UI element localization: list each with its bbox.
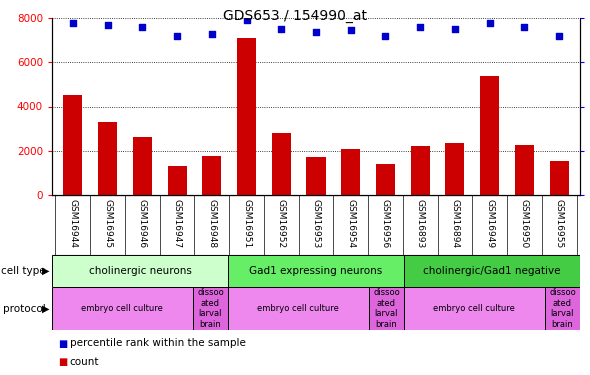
Text: embryo cell culture: embryo cell culture bbox=[81, 304, 163, 313]
Text: GSM16894: GSM16894 bbox=[450, 199, 460, 248]
Bar bbox=[480, 75, 499, 195]
Point bbox=[207, 31, 217, 37]
Bar bbox=[133, 138, 152, 195]
Point bbox=[242, 17, 251, 23]
Bar bbox=[515, 145, 534, 195]
Bar bbox=[545, 287, 580, 330]
Point bbox=[103, 22, 112, 28]
Bar bbox=[272, 133, 291, 195]
Text: GDS653 / 154990_at: GDS653 / 154990_at bbox=[223, 9, 367, 23]
Bar bbox=[63, 96, 83, 195]
Text: protocol: protocol bbox=[3, 303, 49, 313]
Bar bbox=[52, 255, 228, 287]
Text: GSM16947: GSM16947 bbox=[172, 199, 182, 248]
Text: embryo cell culture: embryo cell culture bbox=[434, 304, 515, 313]
Bar bbox=[98, 122, 117, 195]
Text: cell type: cell type bbox=[1, 266, 49, 276]
Text: ■: ■ bbox=[58, 339, 67, 348]
Text: Gad1 expressing neurons: Gad1 expressing neurons bbox=[250, 266, 383, 276]
Text: GSM16952: GSM16952 bbox=[277, 199, 286, 248]
Point bbox=[277, 26, 286, 32]
Text: cholinergic neurons: cholinergic neurons bbox=[88, 266, 191, 276]
Text: GSM16946: GSM16946 bbox=[138, 199, 147, 248]
Text: GSM16951: GSM16951 bbox=[242, 199, 251, 249]
Text: GSM16948: GSM16948 bbox=[207, 199, 217, 248]
Point bbox=[68, 20, 77, 26]
Bar bbox=[411, 146, 430, 195]
Bar bbox=[52, 287, 193, 330]
Text: GSM16955: GSM16955 bbox=[555, 199, 563, 249]
Point bbox=[450, 26, 460, 32]
Text: GSM16950: GSM16950 bbox=[520, 199, 529, 249]
Bar bbox=[404, 255, 580, 287]
Text: ▶: ▶ bbox=[41, 303, 49, 313]
Point bbox=[485, 20, 494, 26]
Point bbox=[172, 33, 182, 39]
Bar bbox=[550, 161, 569, 195]
Text: count: count bbox=[70, 357, 99, 368]
Text: GSM16956: GSM16956 bbox=[381, 199, 390, 249]
Text: ▶: ▶ bbox=[41, 266, 49, 276]
Bar bbox=[404, 287, 545, 330]
Text: cholinergic/Gad1 negative: cholinergic/Gad1 negative bbox=[423, 266, 560, 276]
Text: dissoo
ated
larval
brain: dissoo ated larval brain bbox=[373, 288, 400, 328]
Text: GSM16944: GSM16944 bbox=[68, 199, 77, 248]
Text: percentile rank within the sample: percentile rank within the sample bbox=[70, 339, 245, 348]
Bar bbox=[376, 164, 395, 195]
Text: ■: ■ bbox=[58, 357, 67, 368]
Point bbox=[415, 24, 425, 30]
Text: dissoo
ated
larval
brain: dissoo ated larval brain bbox=[197, 288, 224, 328]
Point bbox=[346, 27, 355, 33]
Point bbox=[520, 24, 529, 30]
Text: GSM16953: GSM16953 bbox=[312, 199, 320, 249]
Bar bbox=[228, 255, 404, 287]
Bar bbox=[168, 166, 186, 195]
Text: GSM16949: GSM16949 bbox=[485, 199, 494, 248]
Point bbox=[555, 33, 564, 39]
Point bbox=[381, 33, 390, 39]
Text: GSM16893: GSM16893 bbox=[416, 199, 425, 249]
Point bbox=[137, 24, 147, 30]
Bar bbox=[193, 287, 228, 330]
Text: embryo cell culture: embryo cell culture bbox=[257, 304, 339, 313]
Bar bbox=[202, 156, 221, 195]
Text: GSM16954: GSM16954 bbox=[346, 199, 355, 248]
Text: GSM16945: GSM16945 bbox=[103, 199, 112, 248]
Bar bbox=[445, 143, 464, 195]
Point bbox=[312, 29, 321, 35]
Bar bbox=[369, 287, 404, 330]
Text: dissoo
ated
larval
brain: dissoo ated larval brain bbox=[549, 288, 576, 328]
Bar bbox=[341, 148, 360, 195]
Bar bbox=[228, 287, 369, 330]
Bar bbox=[237, 38, 256, 195]
Bar bbox=[306, 158, 326, 195]
